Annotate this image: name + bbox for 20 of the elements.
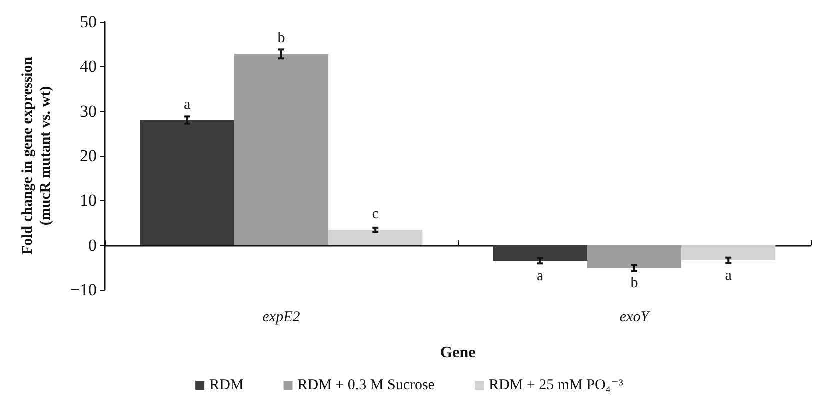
y-tick-label: 0 [88, 236, 97, 255]
y-tick-label: 20 [80, 146, 97, 166]
y-tick-label: 50 [80, 12, 97, 32]
x-axis-title: Gene [440, 344, 476, 362]
data-label: b [630, 276, 638, 292]
data-label: c [372, 206, 380, 223]
data-label: a [537, 268, 544, 284]
x-tick-label: expE2 [262, 310, 301, 326]
legend-label: RDM [210, 378, 244, 394]
y-tick-label: 40 [80, 57, 97, 76]
y-tick-label: −10 [70, 280, 97, 300]
y-tick-label: 30 [80, 102, 97, 121]
x-tick-label: exoY [620, 310, 651, 326]
legend-label: RDM + 0.3 M Sucrose [298, 378, 436, 394]
data-label: a [184, 96, 192, 113]
legend-label: RDM + 25 mM PO₄⁻³ [488, 378, 624, 394]
data-label: a [725, 268, 732, 284]
y-tick-label: 10 [80, 191, 97, 210]
data-label: b [278, 30, 286, 47]
y-axis-title: Fold change in gene expression (mucR mutant vs. wt) [20, 56, 54, 256]
